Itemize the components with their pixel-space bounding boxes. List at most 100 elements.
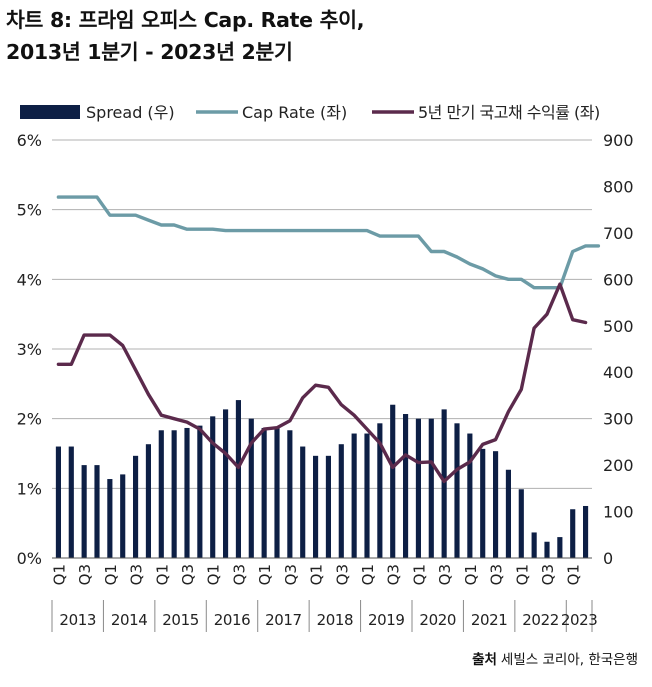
quarter-tick-label: Q1 xyxy=(462,564,480,585)
spread-bar xyxy=(107,479,113,558)
spread-bar xyxy=(493,451,499,558)
quarter-tick-label: Q3 xyxy=(539,564,557,585)
quarter-tick-label: Q1 xyxy=(359,564,377,585)
chart-title: 차트 8: 프라임 오피스 Cap. Rate 추이, 2013년 1분기 - … xyxy=(6,4,646,68)
right-axis-tick-label: 100 xyxy=(603,503,634,522)
spread-bar xyxy=(158,430,164,558)
quarter-tick-label: Q1 xyxy=(565,564,583,585)
spread-bar xyxy=(145,444,151,558)
bond-yield-line xyxy=(56,282,588,484)
title-line-1: 차트 8: 프라임 오피스 Cap. Rate 추이, xyxy=(6,8,365,32)
right-axis-tick-label: 600 xyxy=(603,270,634,289)
spread-bar xyxy=(197,425,203,558)
spread-bar xyxy=(313,455,319,558)
spread-bar xyxy=(403,414,409,558)
right-axis-tick-label: 300 xyxy=(603,410,634,429)
spread-bar xyxy=(261,427,267,558)
right-axis-tick-label: 700 xyxy=(603,224,634,243)
spread-bar xyxy=(570,509,576,558)
spread-bar xyxy=(248,418,254,558)
spread-bar xyxy=(428,418,434,558)
spread-bar xyxy=(454,423,460,558)
spread-bar xyxy=(81,465,87,558)
spread-bar xyxy=(55,446,61,558)
spread-bar xyxy=(287,430,293,558)
source-text: 세빌스 코리아, 한국은행 xyxy=(500,652,638,668)
year-label: 2022 xyxy=(522,611,559,629)
spread-bar xyxy=(184,427,190,558)
quarter-tick-label: Q3 xyxy=(436,564,454,585)
left-axis-tick-label: 4% xyxy=(17,270,42,289)
left-axis-tick-label: 0% xyxy=(17,549,42,568)
quarter-tick-label: Q3 xyxy=(282,564,300,585)
year-label: 2023 xyxy=(561,611,598,629)
legend-label-cap-rate: Cap Rate (좌) xyxy=(242,103,347,122)
cap-rate-line xyxy=(56,195,601,290)
right-axis-tick-label: 500 xyxy=(603,317,634,336)
source-note: 출처 세빌스 코리아, 한국은행 xyxy=(472,648,638,668)
left-axis-tick-label: 5% xyxy=(17,201,42,220)
spread-bar xyxy=(518,489,524,558)
left-axis-tick-label: 1% xyxy=(17,479,42,498)
quarter-tick-label: Q3 xyxy=(385,564,403,585)
quarter-tick-label: Q1 xyxy=(410,564,428,585)
spread-bar xyxy=(377,423,383,558)
year-label: 2013 xyxy=(59,611,96,629)
spread-bar xyxy=(325,455,331,558)
right-axis-tick-label: 800 xyxy=(603,177,634,196)
quarter-tick-label: Q1 xyxy=(308,564,326,585)
year-label: 2014 xyxy=(111,611,148,629)
year-label: 2016 xyxy=(214,611,251,629)
legend-swatch-spread xyxy=(20,105,80,119)
year-label: 2015 xyxy=(162,611,199,629)
spread-bar xyxy=(583,505,589,558)
right-axis-tick-label: 900 xyxy=(603,131,634,150)
spread-bar xyxy=(133,455,139,558)
year-label: 2018 xyxy=(317,611,354,629)
quarter-tick-label: Q1 xyxy=(256,564,274,585)
left-axis-tick-label: 2% xyxy=(17,410,42,429)
spread-bar xyxy=(68,446,74,558)
year-label: 2021 xyxy=(471,611,508,629)
spread-bar xyxy=(351,433,357,558)
spread-bar xyxy=(120,474,126,558)
legend-label-spread: Spread (우) xyxy=(86,103,175,122)
year-label: 2017 xyxy=(265,611,302,629)
legend-label-bond: 5년 만기 국고채 수익률 (좌) xyxy=(418,103,600,122)
spread-bar xyxy=(390,404,396,558)
quarter-tick-label: Q3 xyxy=(179,564,197,585)
right-axis-tick-label: 200 xyxy=(603,456,634,475)
spread-bar xyxy=(557,537,563,558)
spread-bar xyxy=(415,418,421,558)
quarter-tick-label: Q3 xyxy=(488,564,506,585)
spread-bar xyxy=(531,532,537,558)
left-axis-tick-label: 6% xyxy=(17,131,42,150)
quarter-tick-label: Q1 xyxy=(50,564,68,585)
year-label: 2019 xyxy=(368,611,405,629)
left-axis-tick-label: 3% xyxy=(17,340,42,359)
spread-bar xyxy=(364,433,370,558)
spread-bar xyxy=(300,446,306,558)
spread-bar xyxy=(223,409,229,558)
spread-bar xyxy=(210,416,216,558)
quarter-tick-label: Q3 xyxy=(128,564,146,585)
spread-bar xyxy=(467,433,473,558)
spread-bar xyxy=(505,469,511,558)
quarter-tick-label: Q1 xyxy=(153,564,171,585)
quarter-tick-label: Q1 xyxy=(205,564,223,585)
spread-bar xyxy=(441,409,447,558)
source-label: 출처 xyxy=(472,652,497,668)
quarter-tick-label: Q1 xyxy=(102,564,120,585)
spread-bar xyxy=(94,465,100,558)
spread-bar xyxy=(338,444,344,558)
quarter-tick-label: Q3 xyxy=(230,564,248,585)
right-axis-tick-label: 400 xyxy=(603,363,634,382)
quarter-tick-label: Q3 xyxy=(333,564,351,585)
quarter-tick-label: Q1 xyxy=(513,564,531,585)
spread-bar xyxy=(480,448,486,558)
quarter-tick-label: Q3 xyxy=(76,564,94,585)
right-axis-tick-label: 0 xyxy=(603,549,613,568)
spread-bar xyxy=(274,427,280,558)
spread-bar xyxy=(544,541,550,558)
